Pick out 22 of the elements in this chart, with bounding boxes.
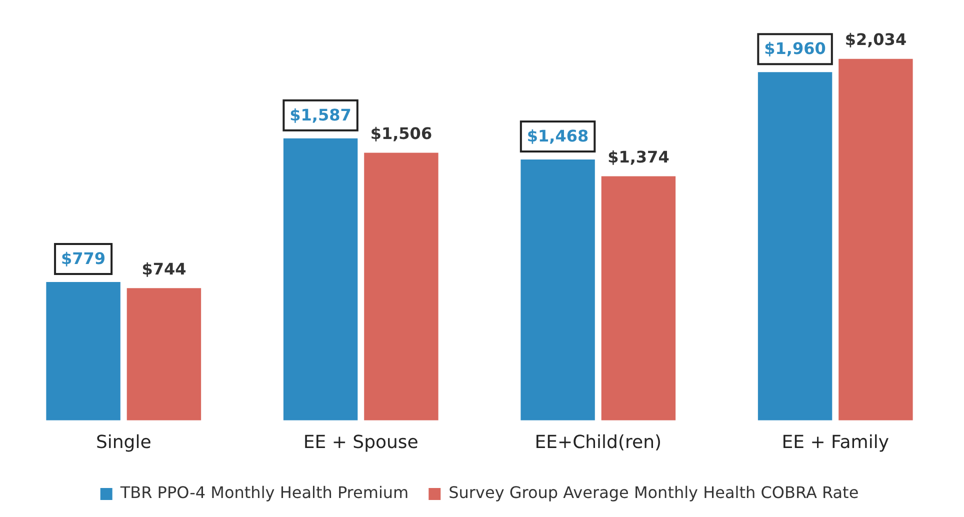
data-label: $744: [142, 259, 186, 278]
bar: [126, 288, 202, 420]
x-tick-label: EE + Spouse: [303, 432, 418, 453]
data-label: $1,506: [370, 124, 432, 143]
legend-label: TBR PPO-4 Monthly Health Premium: [119, 483, 409, 502]
data-label: $1,960: [764, 39, 826, 58]
bar: [601, 176, 676, 420]
legend-label: Survey Group Average Monthly Health COBRA Rate: [448, 483, 859, 502]
bar: [364, 152, 438, 420]
bar: [520, 160, 595, 420]
data-label: $2,034: [844, 30, 907, 50]
x-tick-label: EE+Child(ren): [534, 432, 662, 453]
x-tick-label: Single: [96, 432, 152, 453]
data-label: $1,374: [608, 147, 670, 166]
bar: [758, 72, 832, 420]
data-label: $1,468: [526, 126, 589, 146]
data-label: $779: [61, 249, 106, 268]
bar: [46, 282, 120, 420]
data-label: $1,587: [290, 106, 352, 125]
bar: [838, 58, 913, 420]
bar: [283, 138, 358, 420]
x-tick-label: EE + Family: [782, 432, 890, 453]
